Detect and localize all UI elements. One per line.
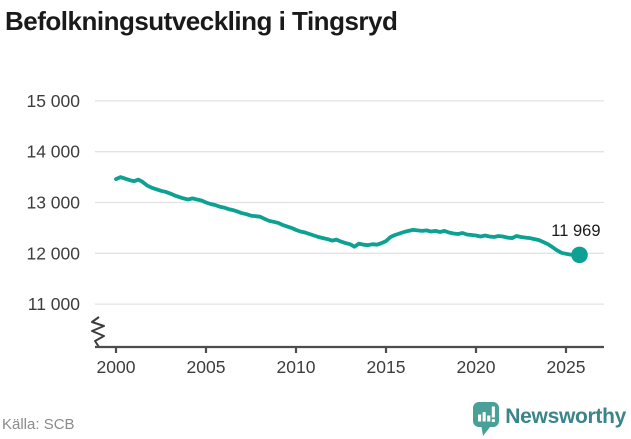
brand-name: Newsworthy: [505, 405, 626, 428]
end-point-marker: [571, 246, 588, 264]
newsworthy-speech-bubble-icon: [473, 402, 500, 436]
x-tick-label: 2000: [97, 357, 136, 377]
chart-title: Befolkningsutveckling i Tingsryd: [5, 6, 398, 36]
x-tick-label: 2025: [547, 357, 586, 377]
x-tick-label: 2015: [367, 357, 406, 377]
y-tick-label: 15 000: [26, 91, 80, 111]
x-tick-label: 2010: [277, 357, 316, 377]
y-tick-label: 12 000: [26, 243, 80, 263]
source-label: Källa: SCB: [2, 416, 75, 433]
brand-logo: Newsworthy: [473, 402, 626, 438]
population-line: [114, 175, 582, 257]
axis-break-icon: [91, 316, 105, 348]
y-tick-label: 14 000: [26, 142, 80, 162]
x-tick-label: 2005: [187, 357, 226, 377]
y-tick-label: 13 000: [26, 193, 80, 213]
end-value-label: 11 969: [551, 222, 600, 240]
bar-chart-glyph: [478, 406, 496, 422]
y-tick-label: 11 000: [28, 294, 80, 314]
x-tick-label: 2020: [457, 357, 496, 377]
speech-bubble-shape: [473, 402, 500, 436]
